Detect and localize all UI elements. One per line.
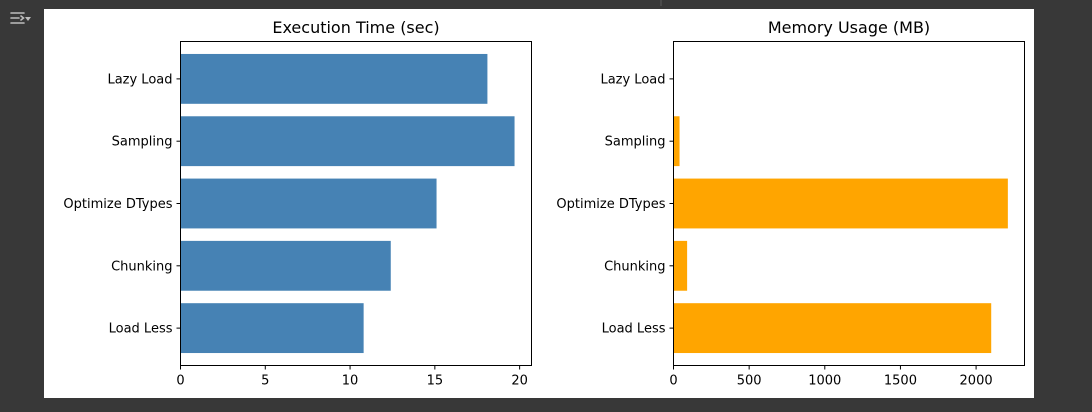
x-tick-label: 2000 [960,374,993,389]
bars [673,116,1008,354]
plot-frame [673,41,1025,366]
output-menu-icon[interactable] [8,9,32,29]
chart-title: Memory Usage (MB) [768,18,930,37]
y-tick-label: Optimize DTypes [63,197,172,212]
bar-lazy-load [180,53,488,104]
x-tick-label: 0 [176,374,184,389]
x-tick-label: 500 [737,374,762,389]
y-tick-labels: Lazy Load Sampling Optimize DTypes Chunking… [556,72,674,337]
cell-divider [660,0,662,6]
x-tick-label: 1000 [808,374,841,389]
y-tick-label: Sampling [605,135,666,150]
x-tick-label: 15 [427,374,444,389]
x-tick-labels: 0 500 1000 1500 2000 [669,365,993,389]
chart-figure: Execution Time (sec) Lazy Load Sampling Op… [44,9,1034,398]
x-tick-label: 10 [342,374,359,389]
plot-frame [180,41,532,366]
bar-chunking [180,240,391,291]
y-tick-label: Optimize DTypes [556,197,665,212]
x-tick-label: 1500 [884,374,917,389]
bar-optimize-dtypes [180,178,437,229]
y-tick-label: Load Less [109,322,173,337]
bar-sampling [673,116,680,167]
bar-load-less [673,303,992,354]
x-tick-label: 20 [511,374,528,389]
bar-load-less [180,303,364,354]
x-tick-label: 0 [669,374,677,389]
y-tick-label: Sampling [112,135,173,150]
y-tick-label: Load Less [602,322,666,337]
bar-optimize-dtypes [673,178,1008,229]
y-tick-labels: Lazy Load Sampling Optimize DTypes Chunking… [63,72,181,337]
bar-sampling [180,116,515,167]
y-tick-label: Lazy Load [600,72,665,87]
y-tick-label: Lazy Load [107,72,172,87]
chart-memory-usage: Memory Usage (MB) Lazy Load Sampling Optim… [556,18,1025,389]
bar-chunking [673,240,688,291]
chart-title: Execution Time (sec) [272,18,439,37]
x-tick-labels: 0 5 10 15 20 [176,365,528,389]
bars [180,53,515,354]
x-tick-label: 5 [261,374,269,389]
y-tick-label: Chunking [604,259,665,274]
y-tick-label: Chunking [111,259,172,274]
chart-execution-time: Execution Time (sec) Lazy Load Sampling Op… [63,18,532,389]
